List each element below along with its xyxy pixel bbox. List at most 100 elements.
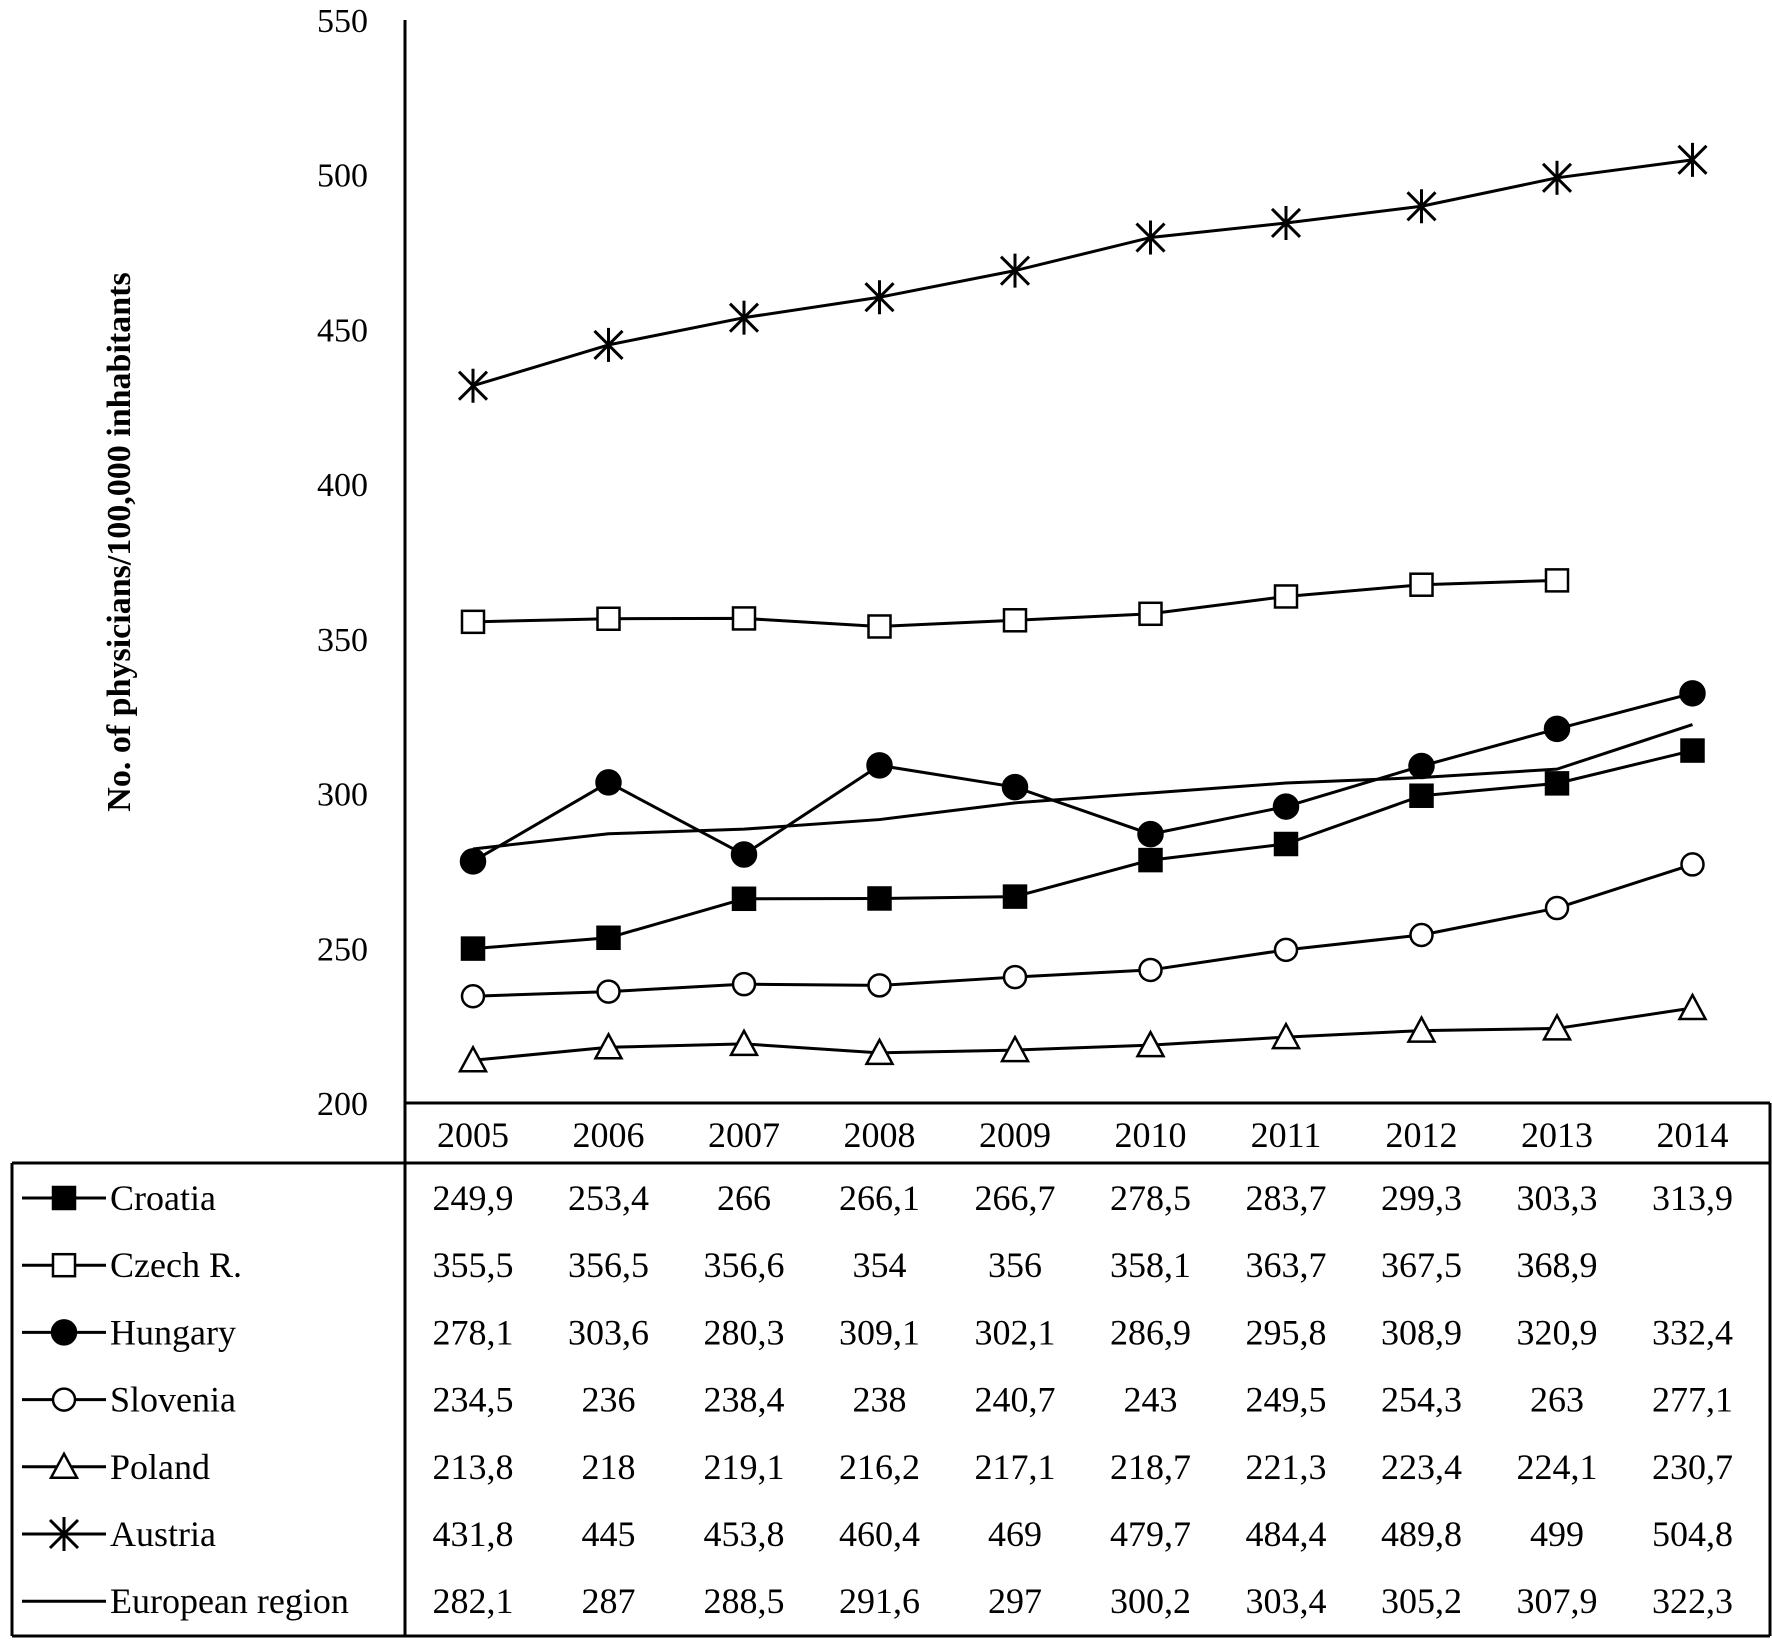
table-cell-value: 263: [1530, 1380, 1584, 1420]
data-point-asterisk: [1406, 189, 1437, 224]
y-tick-label: 550: [317, 3, 368, 40]
data-point-filled-square: [460, 936, 486, 961]
data-point-filled-square: [1409, 783, 1434, 808]
table-cell-value: 283,7: [1246, 1178, 1327, 1218]
table-cell-value: 221,3: [1246, 1447, 1327, 1487]
data-point-asterisk: [1677, 142, 1708, 177]
data-point-open-triangle: [864, 1037, 895, 1066]
series-line: [472, 1006, 1693, 1062]
x-tick-label: 2007: [708, 1115, 780, 1155]
table-cell-value: 332,4: [1652, 1312, 1733, 1352]
legend-label: Slovenia: [110, 1380, 236, 1420]
table-cell-value: 287: [582, 1581, 636, 1621]
legend-entry: Austria: [22, 1514, 216, 1554]
x-tick-label: 2011: [1251, 1115, 1322, 1155]
y-axis: 200 250 300 350 400 450 500 550: [317, 3, 368, 1123]
legend-label: Austria: [110, 1514, 216, 1554]
y-tick-label: 350: [317, 622, 368, 659]
table-cell-value: 280,3: [704, 1312, 785, 1352]
table-cell-value: 216,2: [839, 1447, 920, 1487]
table-cell-value: 266,1: [839, 1178, 920, 1218]
data-point-asterisk: [1135, 220, 1166, 255]
table-cell-value: 354: [853, 1245, 907, 1285]
table-cell-value: 499: [1530, 1514, 1584, 1554]
table-cell-value: 219,1: [704, 1447, 785, 1487]
data-point-filled-square: [596, 925, 621, 951]
data-point-open-triangle: [999, 1034, 1031, 1063]
data-point-open-circle: [1273, 937, 1299, 963]
data-point-open-square: [1002, 608, 1028, 633]
legend-label: Czech R.: [110, 1245, 242, 1285]
table-cell-value: 278,5: [1110, 1178, 1191, 1218]
data-point-open-square: [596, 606, 621, 631]
data-point-open-circle: [1680, 852, 1705, 877]
table-cell-value: 313,9: [1652, 1178, 1733, 1218]
legend-label: Hungary: [110, 1312, 236, 1352]
data-point-filled-circle: [50, 1319, 78, 1346]
data-point-open-circle: [1138, 957, 1163, 983]
series-line: [472, 691, 1693, 863]
table-cell-value: 484,4: [1246, 1514, 1327, 1554]
data-point-asterisk: [457, 368, 489, 403]
table-cell-value: 218,7: [1110, 1447, 1191, 1487]
table-cell-value: 295,8: [1246, 1312, 1327, 1352]
data-point-open-square: [1544, 568, 1570, 593]
data-point-open-circle: [1002, 964, 1028, 990]
table-cell-value: 266,7: [975, 1178, 1056, 1218]
table-cell-value: 504,8: [1652, 1514, 1733, 1554]
data-point-filled-square: [51, 1185, 77, 1211]
table-cell-value: 309,1: [839, 1312, 920, 1352]
legend-label: European region: [110, 1581, 349, 1621]
data-point-filled-square: [1273, 831, 1299, 857]
series-line: [472, 749, 1693, 951]
data-point-open-circle: [460, 983, 486, 1009]
data-point-filled-square: [1138, 847, 1163, 873]
table-cell-value: 300,2: [1110, 1581, 1191, 1621]
table-cell-value: 469: [988, 1514, 1042, 1554]
legend-entry: Slovenia: [22, 1380, 236, 1420]
data-point-open-circle: [867, 973, 892, 998]
series-line: [472, 723, 1693, 851]
table-cell-value: 254,3: [1381, 1380, 1462, 1420]
table-cell-value: 356: [988, 1245, 1042, 1285]
table-cell-value: 217,1: [975, 1447, 1056, 1487]
data-point-filled-circle: [866, 752, 893, 779]
series-lines: [472, 158, 1693, 1062]
data-point-open-triangle: [1270, 1021, 1302, 1050]
data-point-open-circle: [1544, 895, 1570, 921]
table-cell-value: 224,1: [1517, 1447, 1598, 1487]
table-cell-value: 305,2: [1381, 1581, 1462, 1621]
table-cell-value: 363,7: [1246, 1245, 1327, 1285]
data-point-asterisk: [1541, 160, 1573, 195]
data-point-asterisk: [728, 300, 760, 335]
data-point-open-triangle: [48, 1451, 80, 1480]
data-point-filled-circle: [1543, 715, 1571, 743]
table-cell-value: 355,5: [433, 1245, 514, 1285]
series-line: [472, 863, 1693, 998]
y-tick-label: 450: [317, 312, 368, 349]
data-point-filled-square: [867, 886, 892, 911]
data-point-open-circle: [596, 979, 621, 1004]
data-point-asterisk: [48, 1517, 80, 1551]
legend-entry: Czech R.: [22, 1245, 242, 1285]
table-cell-value: 368,9: [1517, 1245, 1598, 1285]
data-point-open-square: [1409, 572, 1434, 597]
data-point-filled-circle: [1137, 820, 1164, 848]
data-point-asterisk: [999, 253, 1031, 288]
table-cell-value: 288,5: [704, 1581, 785, 1621]
data-point-filled-circle: [730, 841, 758, 868]
y-tick-label: 200: [317, 1086, 368, 1123]
x-tick-label: 2009: [979, 1115, 1051, 1155]
data-point-filled-circle: [1679, 680, 1706, 707]
table-cell-value: 297: [988, 1581, 1042, 1621]
data-point-open-triangle: [1541, 1012, 1573, 1041]
table-cell-value: 303,3: [1517, 1178, 1598, 1218]
table-cell-value: 320,9: [1517, 1312, 1598, 1352]
table-cell-value: 236: [582, 1380, 636, 1420]
data-point-asterisk: [1270, 205, 1302, 240]
data-point-open-circle: [731, 971, 757, 997]
table-cell-value: 249,5: [1246, 1380, 1327, 1420]
data-point-open-triangle: [1677, 992, 1708, 1021]
table-cell-value: 278,1: [433, 1312, 514, 1352]
